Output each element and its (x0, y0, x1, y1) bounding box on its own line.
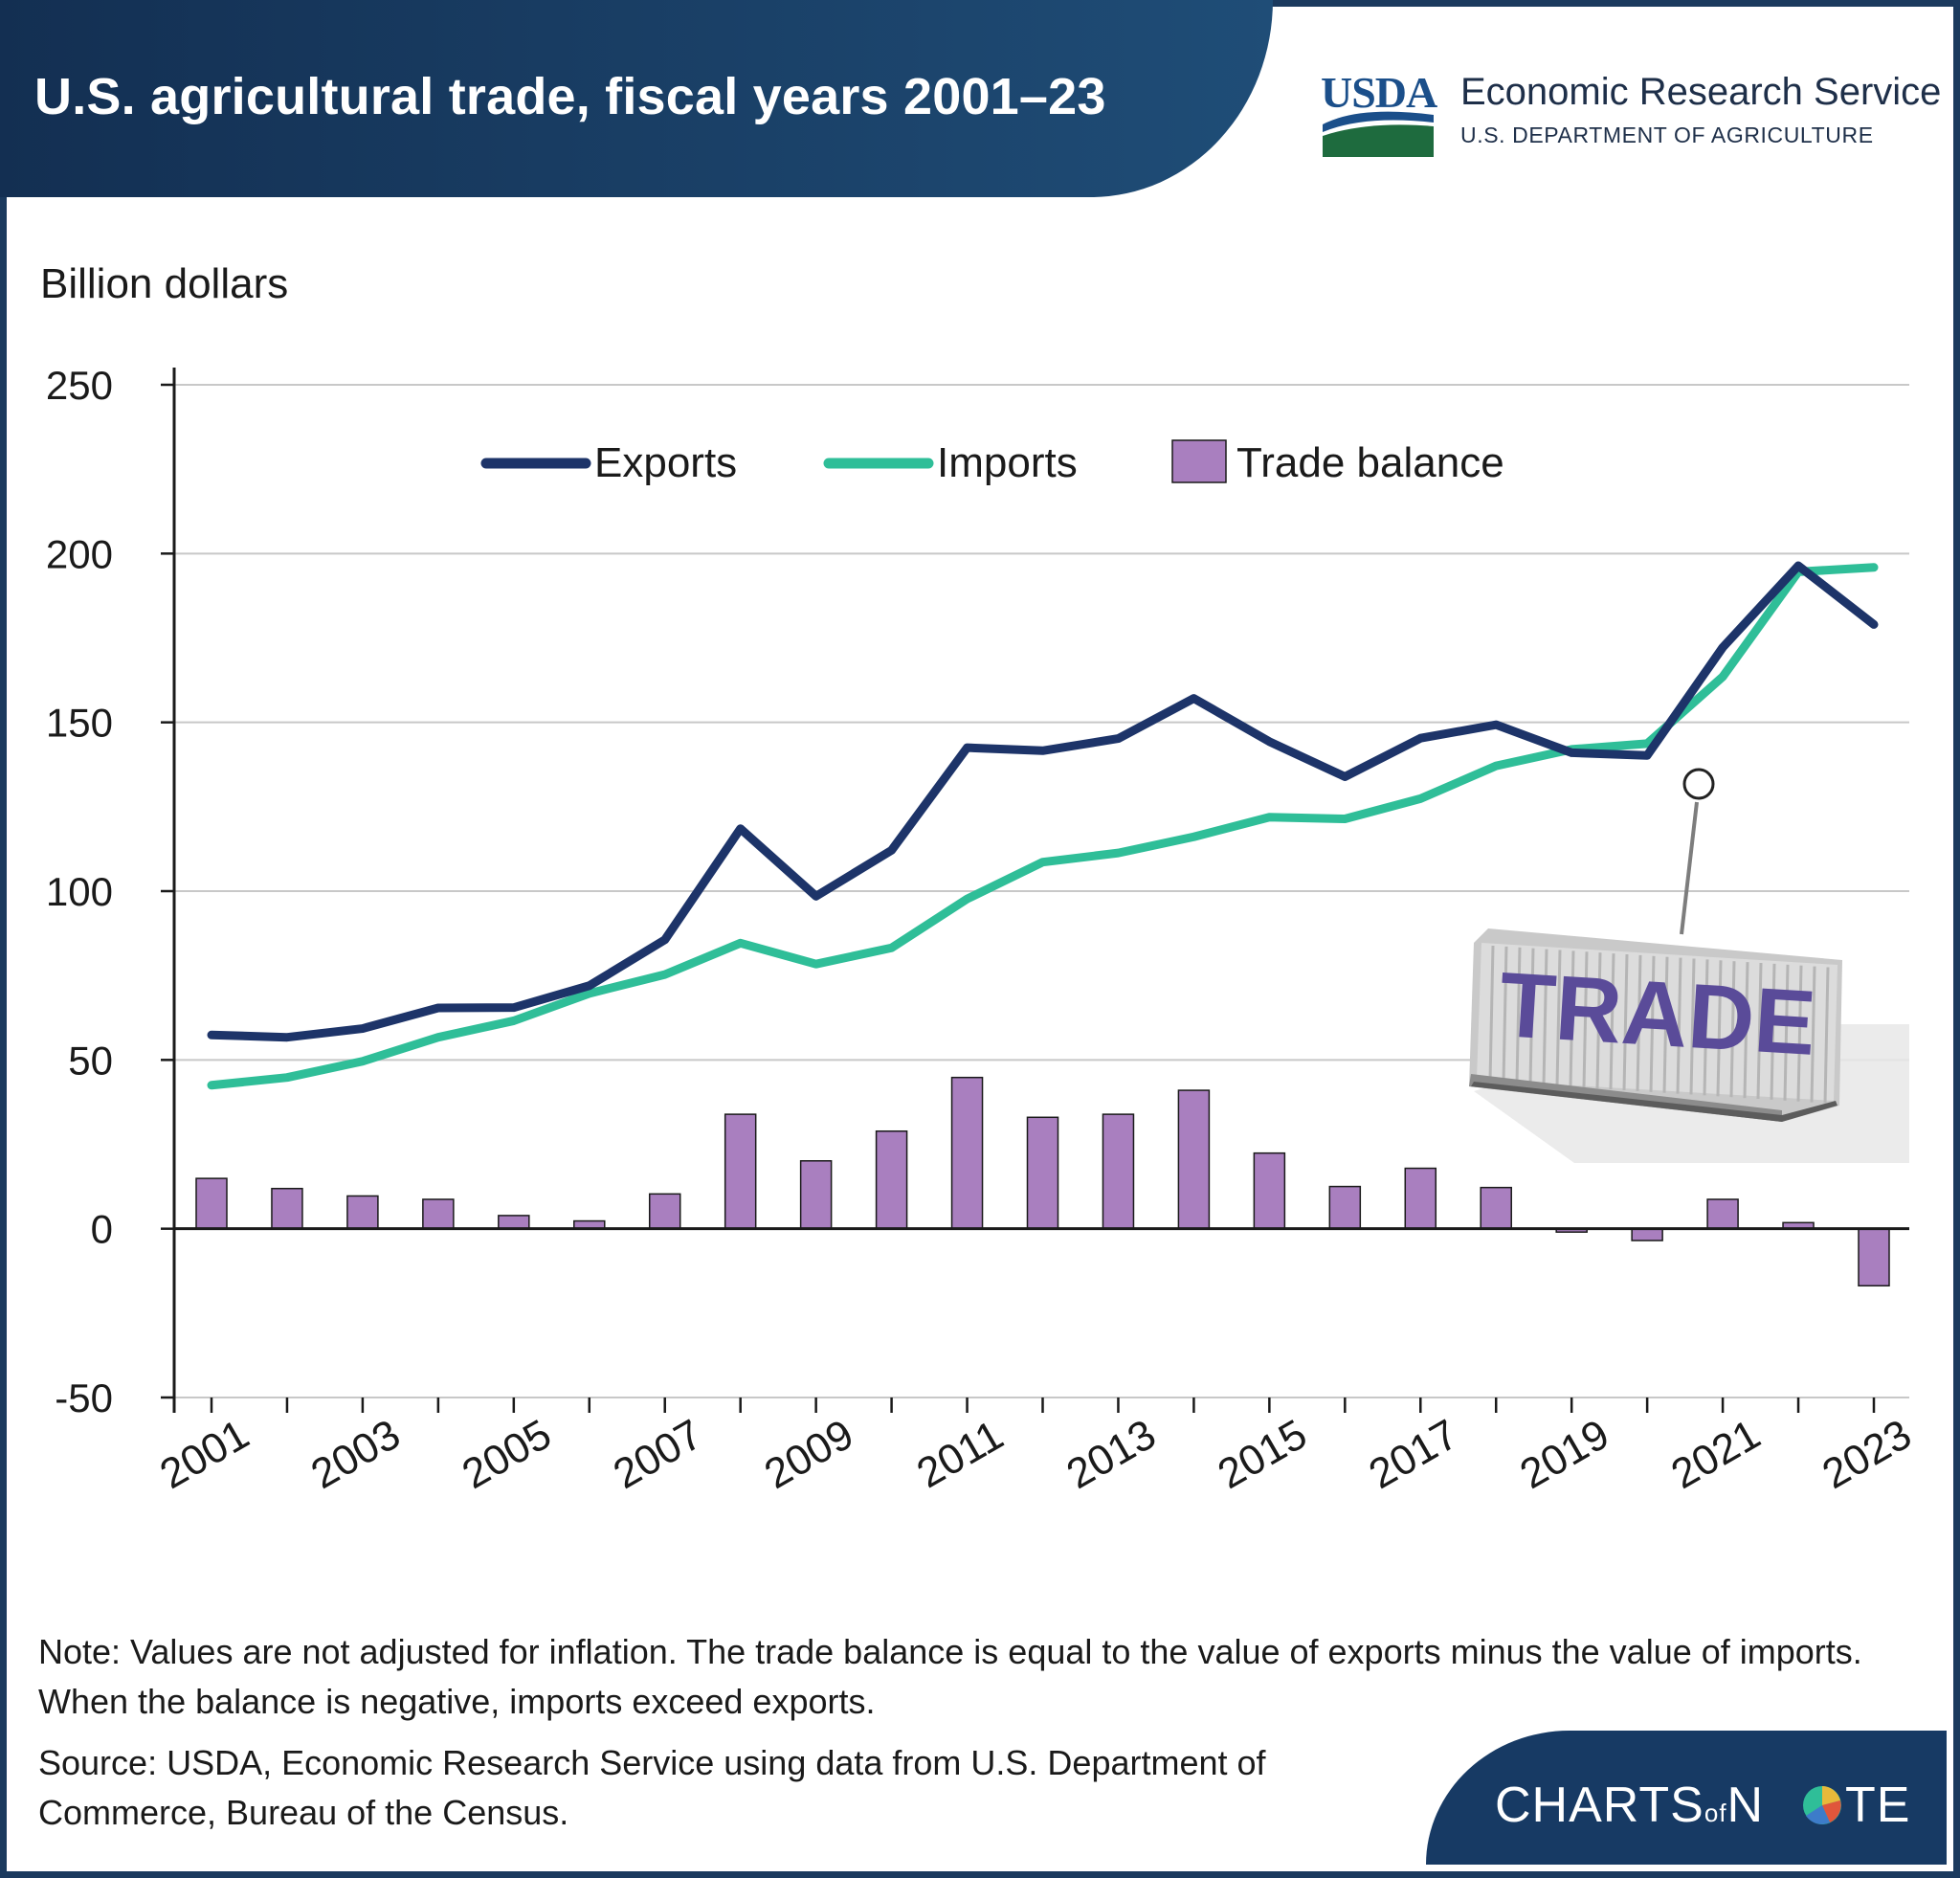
chart-source: Source: USDA, Economic Research Service … (38, 1743, 1266, 1832)
x-tick-label: 2011 (909, 1412, 1011, 1498)
bar-trade-balance (1102, 1113, 1135, 1230)
pie-chart-icon (1803, 1786, 1841, 1824)
container-rib (1783, 964, 1790, 1101)
x-tick-label: 2023 (1815, 1411, 1919, 1498)
container-rib (1743, 962, 1749, 1099)
trade-container-illustration: TRADE (1469, 768, 1909, 1163)
bar-trade-balance (1480, 1186, 1512, 1230)
bar-trade-balance (498, 1215, 530, 1230)
container-rib (1582, 951, 1589, 1088)
bar-trade-balance (1631, 1227, 1663, 1241)
axis-layer: -50 0 50 100 150 200 250 2001 2003 2005 2007 2009 20… (46, 363, 1919, 1498)
legend-label-imports: Imports (937, 439, 1078, 486)
container-ribs (1488, 945, 1830, 1104)
y-tick-label: 0 (91, 1207, 113, 1252)
container-rib (1770, 963, 1776, 1100)
container-rib (1716, 960, 1723, 1097)
legend-swatch-trade-balance (1171, 439, 1227, 483)
container-rib (1569, 950, 1575, 1087)
bar-trade-balance (271, 1187, 303, 1230)
container-rib (1649, 955, 1656, 1092)
bar-trade-balance (1177, 1089, 1211, 1230)
container-label: TRADE (1497, 953, 1819, 1075)
chart-note: Note: Values are not adjusted for inflat… (38, 1632, 1862, 1721)
container-rib (1542, 949, 1548, 1085)
bar-trade-balance (422, 1198, 455, 1230)
container-rib (1636, 954, 1642, 1091)
x-tick-label: 2001 (152, 1411, 256, 1498)
series-line-imports (207, 563, 1879, 1090)
usda-logo-text: USDA (1321, 68, 1437, 117)
container-rib (1515, 947, 1522, 1084)
container-rib (1622, 953, 1629, 1091)
header-band (0, 0, 1273, 197)
container-rib (1703, 959, 1709, 1096)
brand-text-end: TE (1845, 1777, 1911, 1833)
container-rib (1488, 945, 1495, 1083)
x-tick-label: 2021 (1663, 1411, 1768, 1498)
x-tick-label: 2003 (303, 1411, 408, 1498)
container-rib (1609, 953, 1615, 1090)
legend-label-exports: Exports (594, 439, 737, 486)
x-tick-label: 2005 (455, 1411, 559, 1498)
y-tick-label: 250 (46, 363, 113, 408)
agency-name: Economic Research Service (1460, 71, 1942, 113)
bar-trade-balance (950, 1076, 984, 1230)
bar-trade-balance (1253, 1151, 1286, 1230)
container-rib (1810, 966, 1816, 1103)
container-rib (1555, 950, 1562, 1086)
y-tick-label: 150 (46, 701, 113, 746)
container-rib (1676, 957, 1682, 1094)
brand-part-of: of (1704, 1799, 1727, 1827)
bar-trade-balance (724, 1113, 757, 1230)
container-rib (1662, 956, 1669, 1093)
x-tick-label: 2013 (1059, 1411, 1164, 1498)
series-line-exports (207, 561, 1879, 1042)
legend-label-trade-balance: Trade balance (1236, 439, 1504, 486)
chart-svg: -50 0 50 100 150 200 250 2001 2003 2005 2007 2009 20… (46, 363, 1919, 1498)
bar-trade-balance (346, 1195, 379, 1230)
usda-logo-icon (1323, 111, 1434, 157)
container-rib (1796, 965, 1803, 1102)
bar-trade-balance (1858, 1227, 1890, 1287)
legend: Exports Imports Trade balance (480, 439, 1504, 486)
x-tick-label: 2017 (1361, 1411, 1465, 1498)
y-tick-label: 200 (46, 531, 113, 576)
y-tick-label: 100 (46, 869, 113, 914)
x-tick-label: 2007 (606, 1411, 710, 1498)
footer-band (1426, 1731, 1947, 1865)
container-rib (1502, 946, 1508, 1083)
brand-text: CHARTSofN (1495, 1777, 1764, 1834)
bar-trade-balance (1026, 1116, 1059, 1230)
bar-trade-balance (799, 1160, 833, 1230)
brand-part-n: N (1726, 1777, 1765, 1833)
container-rib (1823, 967, 1830, 1104)
brand-part-charts: CHARTS (1495, 1777, 1704, 1833)
y-axis-unit-label: Billion dollars (40, 260, 289, 307)
container-rib (1729, 961, 1736, 1098)
chart-title: U.S. agricultural trade, fiscal years 20… (34, 68, 1106, 125)
x-tick-label: 2009 (757, 1411, 861, 1498)
grid-layer (174, 384, 1909, 1398)
bar-trade-balance (1328, 1185, 1362, 1230)
bar-trade-balance (875, 1129, 908, 1230)
agency-department: U.S. DEPARTMENT OF AGRICULTURE (1460, 123, 1874, 147)
container-rib (1756, 962, 1763, 1100)
bar-trade-balance (1404, 1167, 1437, 1230)
line-layer (207, 561, 1879, 1090)
x-tick-label: 2019 (1512, 1411, 1616, 1498)
container-rib (1689, 958, 1696, 1095)
bar-trade-balance (1706, 1198, 1739, 1230)
y-tick-label: 50 (68, 1038, 113, 1083)
x-tick-label: 2015 (1210, 1411, 1314, 1498)
container-rib (1528, 948, 1535, 1084)
bar-trade-balance (195, 1177, 228, 1230)
y-tick-label: -50 (55, 1375, 113, 1420)
bar-trade-balance (648, 1193, 681, 1230)
container-rib (1595, 952, 1602, 1089)
